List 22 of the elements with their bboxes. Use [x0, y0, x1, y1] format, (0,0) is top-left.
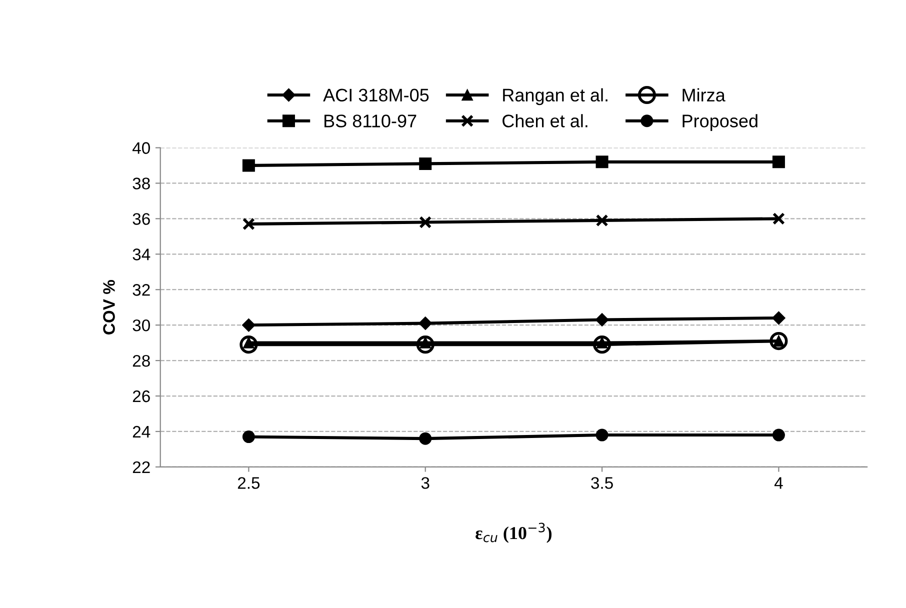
y-tick-label: 24 — [132, 426, 150, 438]
legend-label: Mirza — [682, 88, 726, 102]
y-tick-label: 36 — [132, 213, 150, 225]
y-tick-label: 32 — [132, 284, 150, 296]
y-tick-label: 22 — [132, 461, 150, 473]
legend-label: Rangan et al. — [503, 88, 608, 106]
legend-label: BS 8110-97 — [324, 114, 416, 128]
x-axis-title: ε$_{cu}$ (10$^{−3}$) — [476, 522, 552, 543]
x-tick-label: 4 — [774, 477, 783, 489]
y-tick-label: 34 — [132, 248, 150, 260]
y-tick-label: 38 — [132, 178, 150, 190]
y-tick-label: 30 — [132, 319, 150, 332]
x-tick-label: 3.5 — [591, 477, 613, 489]
legend-label: Chen et al. — [502, 114, 588, 128]
x-tick-label: 3 — [421, 477, 430, 489]
x-tick-label: 2.5 — [238, 477, 260, 489]
y-tick-label: 40 — [132, 142, 150, 154]
legend-label: Proposed — [682, 114, 758, 131]
y-axis-title: COV % — [103, 280, 115, 334]
y-tick-label: 28 — [132, 354, 150, 367]
y-tick-label: 26 — [132, 390, 150, 402]
legend-label: ACI 318M-05 — [323, 88, 429, 102]
